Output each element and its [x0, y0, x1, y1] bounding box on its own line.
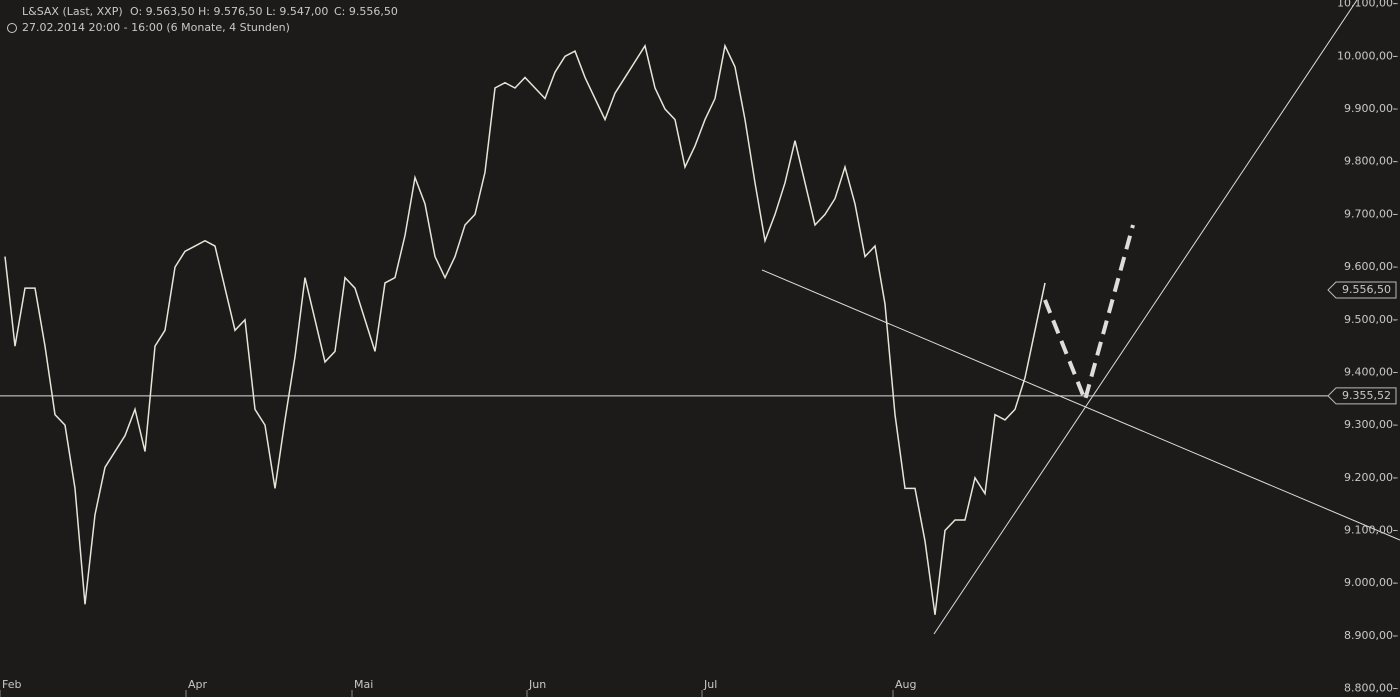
y-tick-label: 9.300,00- [1344, 418, 1397, 431]
trend-line [933, 0, 1358, 635]
x-tick-label: Jun [528, 678, 546, 691]
x-tick-label: Feb [2, 678, 21, 691]
last-price-label: 9.556,50 [1342, 283, 1391, 296]
y-tick-label: 9.200,00- [1344, 471, 1397, 484]
last-price-box [1327, 281, 1397, 299]
ohlc: O: 9.563,50 [130, 5, 195, 18]
y-tick-label: 9.400,00- [1344, 365, 1397, 378]
y-tick-label: 9.100,00- [1344, 524, 1397, 537]
y-tick-label: 8.800,00- [1344, 682, 1397, 695]
x-tick-label: Mai [354, 678, 373, 691]
ohlc: C: 9.556,50 [334, 5, 398, 18]
x-tick-label: Jul [703, 678, 717, 691]
y-tick-label: 8.900,00- [1344, 629, 1397, 642]
y-tick-label: 9.800,00- [1344, 155, 1397, 168]
hline-box [1327, 387, 1397, 405]
trend-line [761, 269, 1400, 541]
x-tick-label: Aug [895, 678, 916, 691]
x-tick-label: Apr [188, 678, 208, 691]
ohlc: H: 9.576,50 [198, 5, 262, 18]
clock-icon [7, 23, 17, 33]
symbol: L&SAX (Last, XXP) [22, 5, 123, 18]
period: 27.02.2014 20:00 - 16:00 (6 Monate, 4 St… [22, 21, 290, 34]
y-tick-label: 10.000,00- [1337, 49, 1397, 62]
y-tick-label: 9.500,00- [1344, 313, 1397, 326]
y-tick-label: 9.000,00- [1344, 576, 1397, 589]
hline-label: 9.355,52 [1342, 389, 1391, 402]
y-tick-label: 9.900,00- [1344, 102, 1397, 115]
y-tick-label: 9.600,00- [1344, 260, 1397, 273]
price-line [4, 43, 1046, 615]
y-tick-label: 9.700,00- [1344, 207, 1397, 220]
y-tick-label: 10.100,00- [1337, 0, 1397, 10]
ohlc: L: 9.547,00 [266, 5, 328, 18]
forecast-arrow [1043, 224, 1135, 407]
